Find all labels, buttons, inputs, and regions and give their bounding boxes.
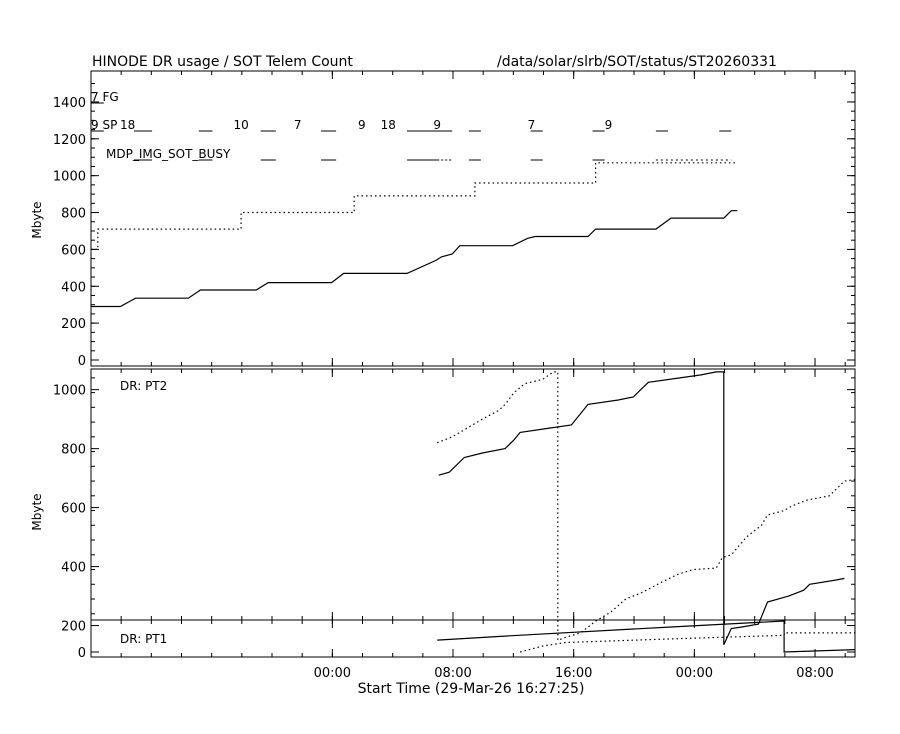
y-axis-label: Mbyte [30, 493, 44, 530]
x-tick-label: 00:00 [314, 666, 351, 681]
x-tick-label: 08:00 [434, 666, 471, 681]
y-tick-label: 1200 [53, 133, 86, 148]
panel-legend-label: DR: PT2 [120, 379, 167, 393]
y-tick-label: 800 [61, 443, 86, 458]
data-path: /data/solar/slrb/SOT/status/ST20260331 [497, 54, 777, 70]
x-tick-label: 08:00 [796, 666, 833, 681]
bottom-panel-frame [90, 368, 856, 658]
obs-number-label: 9 [433, 118, 441, 132]
obs-number-label: 9 [358, 118, 366, 132]
fg-label: 7 FG [91, 90, 119, 104]
y-tick-label: 0 [78, 646, 86, 661]
dotted-series-line [519, 632, 855, 653]
solid-series-line [437, 620, 856, 653]
y-tick-label: 800 [61, 207, 86, 222]
y-tick-label: 200 [61, 317, 86, 332]
sp-extra-label: 18 [120, 118, 135, 132]
panel-legend-label: DR: PT1 [120, 632, 167, 646]
solid-series-line [438, 371, 845, 645]
pt1-panel: 0 DR: PT1 [78, 620, 856, 661]
y-axis-label: Mbyte [30, 201, 44, 238]
y-tick-label: 1000 [53, 384, 86, 399]
y-tick-label: 1000 [53, 170, 86, 185]
solid-series-line [91, 210, 738, 308]
chart-title: HINODE DR usage / SOT Telem Count [92, 54, 353, 70]
obs-number-label: 9 [605, 118, 613, 132]
y-tick-label: 0 [78, 354, 86, 369]
x-tick-label: 00:00 [676, 666, 713, 681]
obs-number-label: 7 [294, 118, 302, 132]
dotted-series-line [91, 162, 738, 250]
obs-number-label: 18 [381, 118, 396, 132]
obs-number-label: 10 [234, 118, 249, 132]
sp-label: 9 SP [91, 118, 117, 132]
x-axis: 00:00 08:00 16:00 00:00 08:00 [314, 666, 834, 681]
pt2-panel: 200 400 600 800 1000 Mbyte DR: PT2 [30, 369, 856, 645]
y-tick-label: 1400 [53, 96, 86, 111]
busy-label: MDP_IMG_SOT_BUSY [106, 147, 231, 161]
dotted-series-line [436, 371, 856, 642]
y-tick-label: 600 [61, 502, 86, 517]
y-tick-label: 400 [61, 280, 86, 295]
top-panel-frame [90, 70, 856, 367]
y-tick-label: 400 [61, 561, 86, 576]
y-tick-label: 600 [61, 243, 86, 258]
y-tick-label: 200 [61, 620, 86, 635]
x-tick-label: 16:00 [555, 666, 592, 681]
x-axis-label: Start Time (29-Mar-26 16:27:25) [358, 681, 585, 697]
obs-number-label: 7 [528, 118, 536, 132]
